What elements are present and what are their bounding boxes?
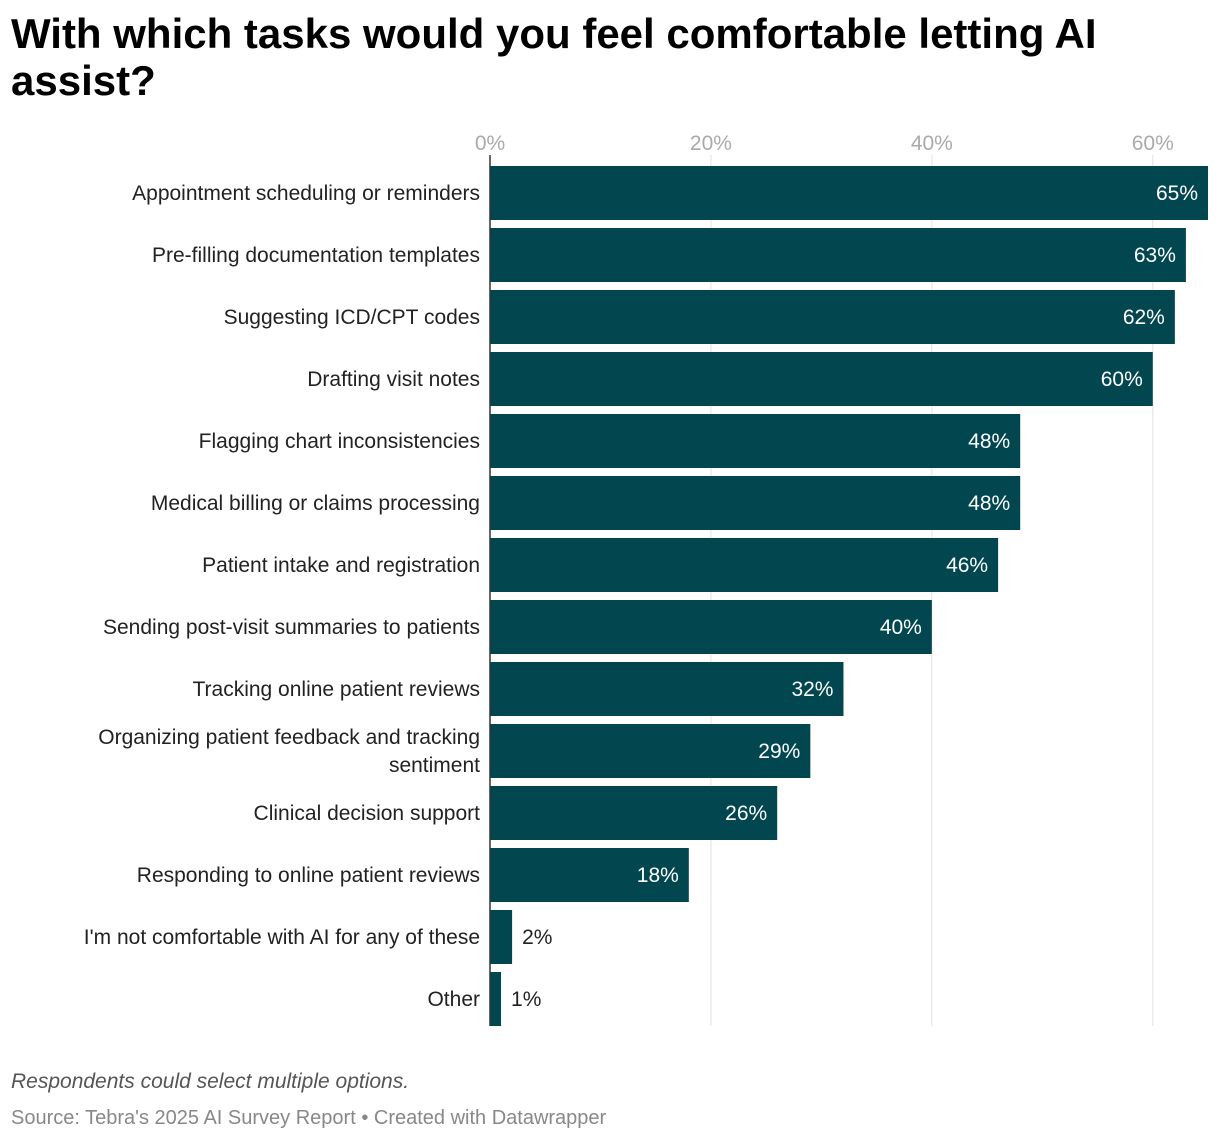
category-label: Flagging chart inconsistencies <box>199 430 480 453</box>
category-label: Organizing patient feedback and tracking <box>98 726 480 749</box>
bar-value-label: 32% <box>791 678 833 701</box>
bar-value-label: 40% <box>880 616 922 639</box>
category-label: Patient intake and registration <box>202 554 480 577</box>
category-label: I'm not comfortable with AI for any of t… <box>84 926 480 949</box>
bar <box>490 538 999 592</box>
bar <box>490 972 502 1026</box>
bar <box>490 910 513 964</box>
category-label: Tracking online patient reviews <box>192 678 480 701</box>
bar <box>490 476 1021 530</box>
bar <box>490 290 1175 344</box>
category-label: Pre-filling documentation templates <box>152 244 480 267</box>
chart-title: With which tasks would you feel comforta… <box>11 10 1097 104</box>
bar-value-label: 48% <box>968 492 1010 515</box>
bar <box>490 786 778 840</box>
bar <box>490 848 689 902</box>
category-label: Suggesting ICD/CPT codes <box>224 306 480 329</box>
bar-value-label: 63% <box>1134 244 1176 267</box>
bar-value-label: 62% <box>1123 306 1165 329</box>
x-tick-label: 0% <box>475 132 505 155</box>
bar-chart: 0% 20% 40% 60% 65% Appointment scheduling or … <box>84 132 1208 1026</box>
bar-value-label: 2% <box>522 926 552 949</box>
bar-value-label: 60% <box>1101 368 1143 391</box>
category-label: Clinical decision support <box>254 802 481 825</box>
bar <box>490 662 844 716</box>
bar-value-label: 48% <box>968 430 1010 453</box>
bar <box>490 166 1208 220</box>
chart-source: Source: Tebra's 2025 AI Survey Report • … <box>11 1107 607 1129</box>
bar-value-label: 65% <box>1156 182 1198 205</box>
bar <box>490 228 1186 282</box>
category-label: Other <box>427 988 480 1011</box>
bar-value-label: 1% <box>511 988 541 1011</box>
category-label: Drafting visit notes <box>307 368 480 391</box>
bar <box>490 600 932 654</box>
category-label: sentiment <box>389 754 480 777</box>
bar <box>490 414 1021 468</box>
x-tick-label: 60% <box>1132 132 1174 155</box>
bar-value-label: 18% <box>637 864 679 887</box>
category-label: Appointment scheduling or reminders <box>132 182 480 205</box>
chart-note: Respondents could select multiple option… <box>11 1070 410 1093</box>
bar <box>490 724 811 778</box>
category-label: Responding to online patient reviews <box>137 864 480 887</box>
category-label: Sending post-visit summaries to patients <box>103 616 480 639</box>
x-tick-label: 40% <box>911 132 953 155</box>
bar-value-label: 26% <box>725 802 767 825</box>
bar <box>490 352 1153 406</box>
bar-value-label: 46% <box>946 554 988 577</box>
x-tick-label: 20% <box>690 132 732 155</box>
bar-value-label: 29% <box>758 740 800 763</box>
category-label: Medical billing or claims processing <box>151 492 480 515</box>
